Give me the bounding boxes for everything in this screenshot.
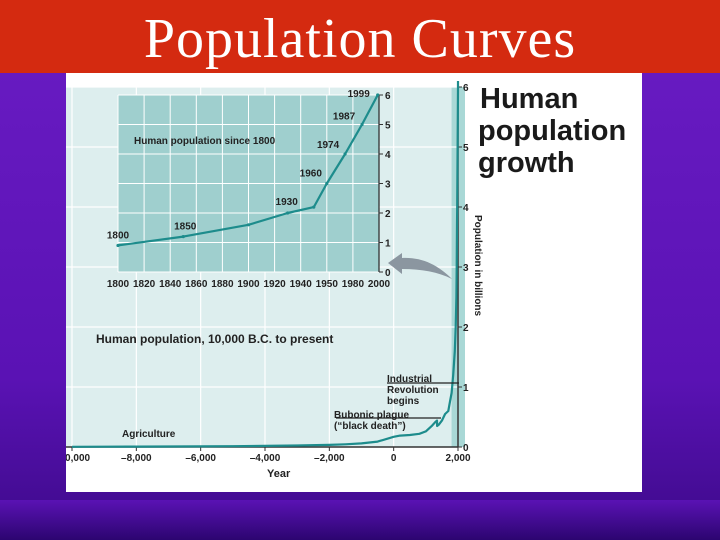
inset-point-label: 1800 bbox=[107, 230, 130, 241]
chart-title-line-3: growth bbox=[478, 147, 575, 179]
inset-x-tick-label: 1880 bbox=[211, 279, 234, 290]
bottom-band bbox=[0, 500, 720, 540]
title-bar bbox=[0, 0, 720, 73]
inset-x-tick-label: 1940 bbox=[290, 279, 313, 290]
main-x-tick-label: –2,000 bbox=[314, 453, 345, 464]
main-y-tick-label: 1 bbox=[463, 383, 469, 394]
inset-y-tick-label: 6 bbox=[385, 91, 391, 102]
inset-x-tick-label: 2000 bbox=[368, 279, 391, 290]
inset-series-point bbox=[286, 211, 290, 215]
inset-y-tick-label: 0 bbox=[385, 268, 391, 279]
inset-gridlines bbox=[117, 94, 380, 273]
inset-series-point bbox=[376, 93, 380, 97]
inset-point-label: 1999 bbox=[348, 89, 371, 100]
main-x-tick-label: –8,000 bbox=[121, 453, 152, 464]
inset-x-tick-label: 1920 bbox=[263, 279, 286, 290]
inset-y-tick-label: 2 bbox=[385, 209, 391, 220]
figure-panel: 1800 1820 1840 1860 1880 1900 1920 1940 1950 1980… bbox=[66, 73, 642, 492]
main-subtitle: Human population, 10,000 B.C. to present bbox=[96, 332, 333, 346]
chart-title-line-1: Human bbox=[480, 83, 578, 115]
inset-point-label: 1974 bbox=[317, 140, 340, 151]
population-chart: 1800 1820 1840 1860 1880 1900 1920 1940 1950 1980… bbox=[66, 80, 626, 480]
main-y-tick-label: 6 bbox=[463, 83, 469, 94]
inset-x-tick-label: 1820 bbox=[133, 279, 156, 290]
inset-x-tick-label: 1900 bbox=[237, 279, 260, 290]
inset-point-label: 1960 bbox=[300, 169, 323, 180]
inset-series-point bbox=[181, 235, 185, 239]
inset-y-tick-label: 3 bbox=[385, 180, 391, 191]
inset-point-label: 1987 bbox=[333, 112, 356, 123]
inset-y-tick-label: 4 bbox=[385, 150, 391, 161]
inset-y-tick-label: 5 bbox=[385, 121, 391, 132]
inset-series-point bbox=[246, 223, 251, 227]
inset-x-tick-label: 1800 bbox=[107, 279, 130, 290]
inset-y-tick-label: 1 bbox=[385, 239, 391, 250]
inset-series-point bbox=[360, 122, 364, 127]
annotation-industrial-line-1: Industrial bbox=[387, 374, 432, 385]
main-layer: –10,000–8,000–6,000–4,000–2,00002,000012… bbox=[66, 80, 471, 464]
inset-series-point bbox=[312, 205, 316, 209]
inset-point-label: 1930 bbox=[276, 197, 299, 208]
main-x-tick-label: –6,000 bbox=[185, 453, 216, 464]
main-x-tick-label: –10,000 bbox=[66, 453, 91, 464]
inset-layer: 1800 1820 1840 1860 1880 1900 1920 1940 1950 1980… bbox=[107, 89, 391, 290]
main-y-tick-label: 3 bbox=[463, 263, 469, 274]
main-y-tick-label: 0 bbox=[463, 443, 469, 454]
main-x-tick-label: –4,000 bbox=[250, 453, 281, 464]
chart-title-line-2: population bbox=[478, 115, 626, 147]
inset-series-point bbox=[325, 181, 329, 186]
y-axis-label: Population in billions bbox=[472, 215, 483, 317]
main-y-tick-label: 5 bbox=[463, 143, 469, 154]
pointer-arrow-icon bbox=[388, 253, 452, 279]
annotation-industrial-line-2: Revolution bbox=[387, 385, 439, 396]
slide-title: Population Curves bbox=[143, 8, 577, 70]
main-y-tick-label: 2 bbox=[463, 323, 469, 334]
inset-x-tick-label: 1950 bbox=[316, 279, 339, 290]
annotation-industrial-line-3: begins bbox=[387, 396, 420, 407]
inset-title: Human population since 1800 bbox=[134, 136, 276, 147]
main-x-tick-label: 2,000 bbox=[445, 453, 470, 464]
inset-point-label: 1850 bbox=[174, 222, 197, 233]
annotation-plague-line-2: (“black death”) bbox=[334, 421, 406, 432]
x-axis-label: Year bbox=[267, 468, 291, 480]
inset-x-tick-label: 1980 bbox=[342, 279, 365, 290]
annotation-agriculture: Agriculture bbox=[122, 429, 176, 440]
main-y-tick-label: 4 bbox=[463, 203, 469, 214]
inset-x-tick-label: 1860 bbox=[185, 279, 208, 290]
annotation-plague-line-1: Bubonic plague bbox=[334, 410, 409, 421]
inset-series-point bbox=[343, 152, 347, 156]
inset-x-tick-label: 1840 bbox=[159, 279, 182, 290]
main-x-tick-label: 0 bbox=[391, 453, 397, 464]
inset-series-point bbox=[116, 243, 120, 248]
